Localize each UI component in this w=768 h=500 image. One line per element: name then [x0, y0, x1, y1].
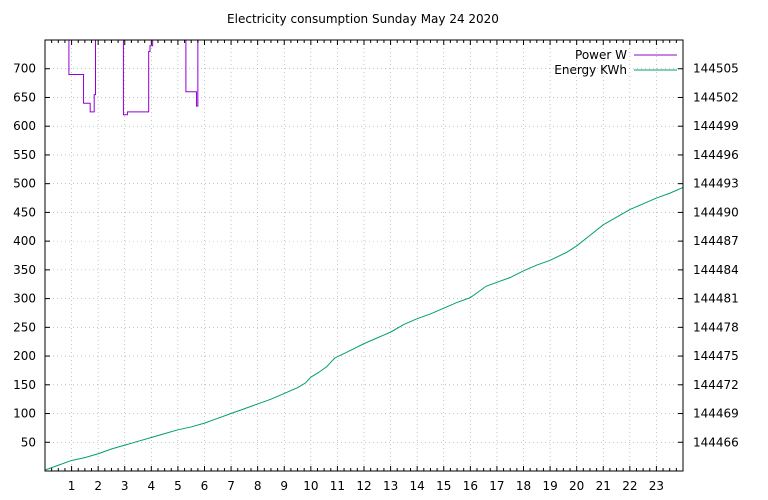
- tick-marks: [45, 40, 683, 471]
- x-tick-label: 14: [410, 479, 425, 493]
- y-right-tick-label: 144490: [693, 205, 739, 219]
- x-tick-label: 1: [68, 479, 76, 493]
- y-right-tick-label: 144487: [693, 234, 739, 248]
- x-tick-labels: 1 2 3 4 5 6 7 8 9 10 11 12 13 14 15 16 17 18 19 20 21 22 23: [68, 479, 664, 493]
- y-left-tick-labels: 50 100 150 200 250 300 350 400 450 500 550 600 650 70…: [13, 62, 36, 450]
- y-left-tick-label: 200: [13, 349, 36, 363]
- plot-series: [45, 40, 683, 471]
- x-tick-label: 19: [542, 479, 557, 493]
- y-left-tick-label: 600: [13, 119, 36, 133]
- y-right-tick-labels: 144466 144469 144472 144475 144478 144481 1444…: [693, 62, 739, 450]
- y-left-tick-label: 250: [13, 320, 36, 334]
- y-left-tick-label: 700: [13, 62, 36, 76]
- y-left-tick-label: 50: [21, 435, 36, 449]
- x-tick-label: 20: [569, 479, 584, 493]
- x-tick-label: 8: [254, 479, 262, 493]
- x-tick-label: 13: [383, 479, 398, 493]
- y-left-tick-label: 650: [13, 90, 36, 104]
- y-right-tick-label: 144496: [693, 148, 739, 162]
- y-right-tick-label: 144466: [693, 435, 739, 449]
- y-left-tick-label: 350: [13, 263, 36, 277]
- grid: [45, 40, 683, 471]
- y-right-tick-label: 144499: [693, 119, 739, 133]
- series-line-energy-kwh: [45, 187, 683, 471]
- x-tick-label: 10: [303, 479, 318, 493]
- x-tick-label: 7: [227, 479, 235, 493]
- y-left-tick-label: 550: [13, 148, 36, 162]
- x-tick-label: 9: [280, 479, 288, 493]
- y-right-tick-label: 144493: [693, 177, 739, 191]
- x-tick-label: 23: [649, 479, 664, 493]
- x-tick-label: 18: [516, 479, 531, 493]
- y-left-tick-label: 300: [13, 292, 36, 306]
- x-tick-label: 16: [463, 479, 478, 493]
- x-tick-label: 22: [622, 479, 637, 493]
- series-line-power-w: [68, 40, 199, 116]
- legend-label: Energy KWh: [554, 63, 627, 77]
- y-right-tick-label: 144469: [693, 407, 739, 421]
- x-tick-label: 17: [489, 479, 504, 493]
- y-right-tick-label: 144484: [693, 263, 739, 277]
- y-right-tick-label: 144505: [693, 62, 739, 76]
- x-tick-label: 6: [201, 479, 209, 493]
- x-tick-label: 5: [174, 479, 182, 493]
- y-right-tick-label: 144502: [693, 90, 739, 104]
- x-tick-label: 4: [148, 479, 156, 493]
- y-left-tick-label: 450: [13, 205, 36, 219]
- y-left-tick-label: 100: [13, 407, 36, 421]
- x-tick-label: 3: [121, 479, 129, 493]
- legend-label: Power W: [575, 48, 627, 62]
- y-right-tick-label: 144481: [693, 292, 739, 306]
- y-right-tick-label: 144472: [693, 378, 739, 392]
- x-tick-label: 2: [94, 479, 102, 493]
- y-right-tick-label: 144478: [693, 320, 739, 334]
- y-right-tick-label: 144475: [693, 349, 739, 363]
- x-tick-label: 12: [356, 479, 371, 493]
- x-tick-label: 21: [596, 479, 611, 493]
- y-left-tick-label: 150: [13, 378, 36, 392]
- x-tick-label: 11: [330, 479, 345, 493]
- x-tick-label: 15: [436, 479, 451, 493]
- y-left-tick-label: 500: [13, 177, 36, 191]
- chart-title: Electricity consumption Sunday May 24 20…: [227, 12, 499, 26]
- y-left-tick-label: 400: [13, 234, 36, 248]
